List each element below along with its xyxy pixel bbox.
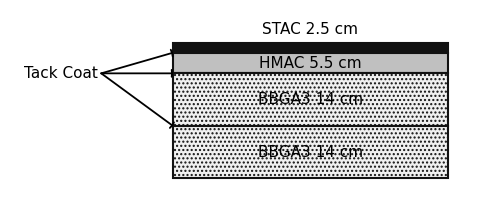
Bar <box>173 43 448 53</box>
Bar <box>173 126 448 178</box>
Text: HMAC 5.5 cm: HMAC 5.5 cm <box>259 55 362 71</box>
Text: Tack Coat: Tack Coat <box>24 66 98 81</box>
Text: BBGA3 14 cm: BBGA3 14 cm <box>258 145 363 160</box>
Bar <box>173 53 448 73</box>
Text: BBGA3 14 cm: BBGA3 14 cm <box>258 92 363 107</box>
Bar <box>173 73 448 126</box>
Text: STAC 2.5 cm: STAC 2.5 cm <box>262 22 358 37</box>
